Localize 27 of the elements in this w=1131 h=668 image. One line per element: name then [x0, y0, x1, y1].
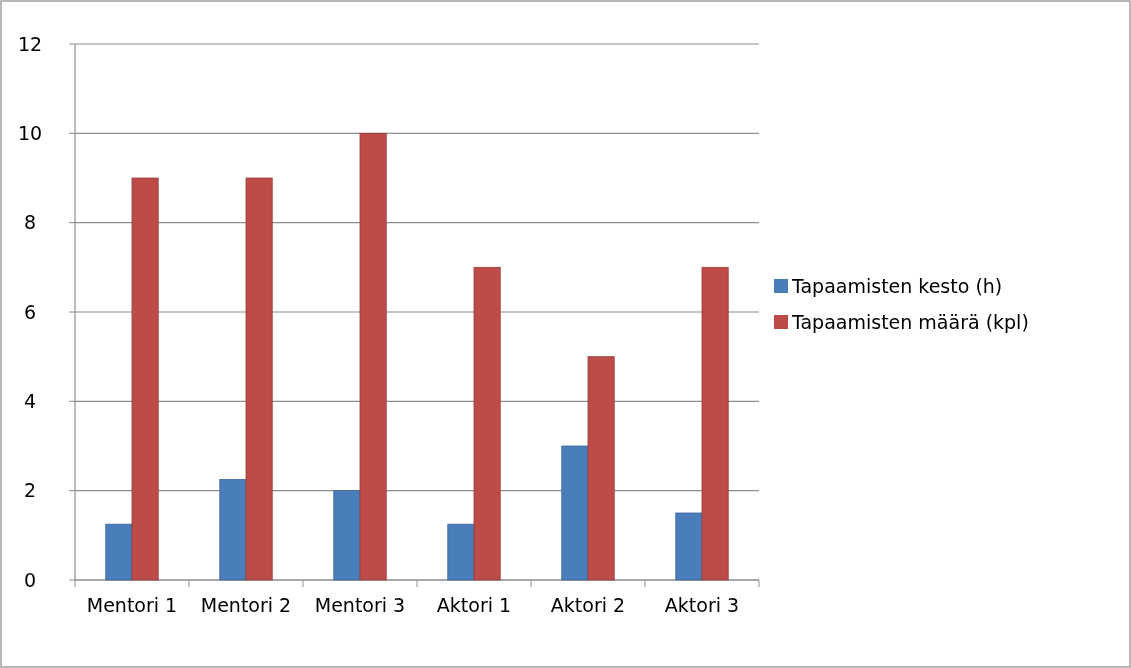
y-tick-label: 0	[23, 568, 37, 591]
x-tick-label: Aktori 1	[436, 594, 512, 616]
bar	[561, 445, 589, 581]
x-tick-label: Mentori 3	[314, 594, 406, 616]
y-tick-label: 4	[23, 389, 37, 412]
x-tick-label: Aktori 3	[664, 594, 740, 616]
y-tick-label: 10	[17, 121, 43, 144]
bar	[473, 266, 501, 581]
bar	[105, 523, 133, 581]
legend-label: Tapaamisten kesto (h)	[791, 274, 1003, 297]
legend-label: Tapaamisten määrä (kpl)	[791, 310, 1029, 333]
bar	[245, 177, 273, 581]
x-tick-label: Aktori 2	[550, 594, 626, 616]
y-tick-label: 6	[23, 300, 37, 323]
y-tick-label: 2	[23, 479, 37, 502]
bar	[131, 177, 159, 581]
bar	[359, 132, 387, 581]
bar	[675, 512, 703, 581]
y-tick-label: 8	[23, 211, 37, 234]
bar	[701, 266, 729, 581]
x-tick-label: Mentori 2	[200, 594, 292, 616]
bar	[333, 490, 361, 581]
bar	[447, 523, 475, 581]
bar	[219, 479, 247, 581]
y-tick-label: 12	[17, 32, 43, 55]
x-tick-label: Mentori 1	[86, 594, 178, 616]
bar	[587, 356, 615, 581]
